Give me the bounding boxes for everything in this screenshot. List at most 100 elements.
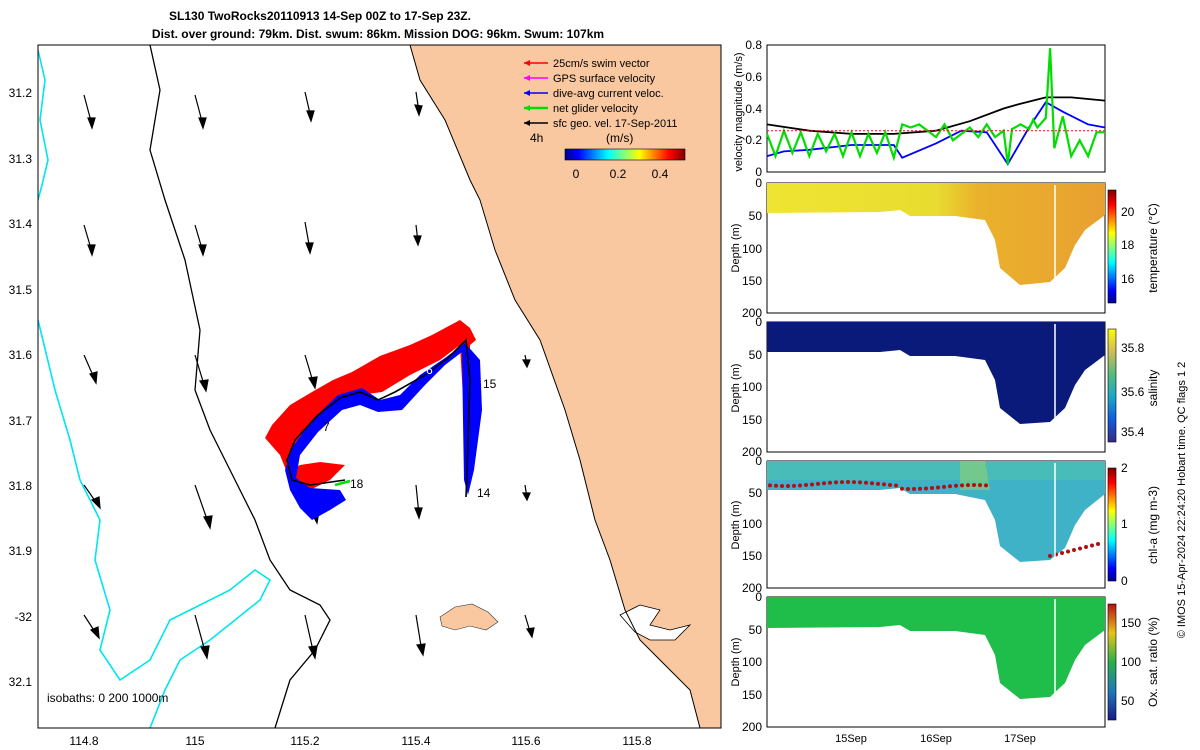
chla-dot xyxy=(954,483,958,488)
chla-dot xyxy=(852,480,856,485)
chla-dot xyxy=(888,482,892,487)
y-tick-label: 31.3 xyxy=(9,152,33,166)
chla-dot xyxy=(960,483,964,488)
time-x-ticks: 15Sep 16Sep 17Sep xyxy=(835,733,1036,745)
velocity-y-ticks: 0 0.2 0.4 0.6 0.8 xyxy=(745,38,762,179)
x-tick-label: 115.8 xyxy=(622,734,651,748)
y-tick-label: 31.2 xyxy=(9,86,33,100)
colorbar-tick: 35.6 xyxy=(1121,385,1145,399)
arrow-scale-label: 4h xyxy=(530,131,543,145)
current-vectors xyxy=(285,343,482,520)
chla-dot xyxy=(1072,548,1076,552)
geo-velocity-arrows xyxy=(83,91,535,660)
chla-dot xyxy=(816,481,820,486)
colorbar-tick: 2 xyxy=(1121,461,1128,475)
y-tick-label: 50 xyxy=(749,348,763,362)
x-tick-label: 16Sep xyxy=(920,733,952,745)
figure-title-line1: SL130 TwoRocks20110913 14-Sep 00Z to 17-… xyxy=(169,9,471,23)
isobath-0m xyxy=(409,45,701,728)
chla-dot xyxy=(906,486,910,491)
chla-dot xyxy=(870,481,874,486)
y-tick-label: 200 xyxy=(742,306,762,320)
island xyxy=(439,603,499,631)
legend-current-velocity: dive-avg current veloc. xyxy=(553,88,664,100)
temperature-field xyxy=(767,183,1105,285)
chla-dot xyxy=(876,481,880,486)
salinity-panel: 35.4 35.6 35.8 salinity xyxy=(766,321,1160,453)
legend-geo-velocity: sfc geo. vel. 17-Sep-2011 xyxy=(553,118,678,130)
colorbar-tick: 20 xyxy=(1121,205,1135,219)
chla-label: chl-a (mg m-3) xyxy=(1146,486,1160,564)
oxygen-label: Ox. sat. ratio (%) xyxy=(1146,617,1160,707)
chla-dot xyxy=(918,486,922,491)
colorbar-tick: 16 xyxy=(1121,272,1135,286)
chla-dot xyxy=(792,483,796,488)
colorbar-tick: 0 xyxy=(573,167,580,181)
colorbar-tick: 0 xyxy=(1121,574,1128,588)
y-tick-label: 0.2 xyxy=(745,133,762,147)
colorbar-tick: 35.8 xyxy=(1121,341,1145,355)
y-tick-label: 0 xyxy=(755,315,762,329)
chla-dot xyxy=(1090,543,1094,548)
y-tick-label: 150 xyxy=(742,549,762,563)
y-tick-label: 0 xyxy=(755,590,762,604)
chla-dot xyxy=(834,480,838,485)
chla-dot xyxy=(972,483,976,488)
velocity-series-line xyxy=(766,96,1106,135)
chla-dot xyxy=(1066,549,1070,554)
track-label: 7 xyxy=(323,420,330,434)
depth-label-oxygen: Depth (m) xyxy=(730,638,742,687)
temperature-label: temperature (°C) xyxy=(1146,203,1160,293)
chla-dot xyxy=(894,483,898,488)
isobaths-label: isobaths: 0 200 1000m xyxy=(47,691,168,705)
map-y-ticks: 31.2 31.3 31.4 31.5 31.6 31.7 31.8 31.9 … xyxy=(9,86,33,689)
x-tick-label: 115.2 xyxy=(290,734,319,748)
chla-dot xyxy=(810,482,814,487)
salinity-colorbar-ticks: 35.4 35.6 35.8 xyxy=(1121,341,1145,439)
salinity-colorbar xyxy=(1107,328,1117,443)
chla-colorbar-ticks: 0 1 2 xyxy=(1121,461,1128,588)
colorbar-tick: 100 xyxy=(1121,655,1141,669)
legend-swim-vector: 25cm/s swim vector xyxy=(553,58,650,70)
salinity-label: salinity xyxy=(1146,370,1160,407)
oxygen-field xyxy=(767,597,1105,699)
chla-dot xyxy=(978,483,982,488)
velocity-ylabel: velocity magnitude (m/s) xyxy=(733,52,745,171)
map-panel: 14 15 6 7 18 25cm/s swim vector GPS surf… xyxy=(9,44,722,748)
chla-dot xyxy=(924,486,928,491)
swim-vectors xyxy=(265,320,476,490)
x-tick-label: 115 xyxy=(185,734,204,748)
chla-dot xyxy=(948,484,952,489)
track-label: 14 xyxy=(477,486,491,500)
y-tick-label: 0.4 xyxy=(745,102,762,116)
chla-field xyxy=(767,461,1105,562)
oxygen-colorbar-ticks: 50 100 150 xyxy=(1121,616,1141,708)
y-tick-label: 0.8 xyxy=(745,38,762,52)
chla-dot xyxy=(804,483,808,488)
y-tick-label: 150 xyxy=(742,413,762,427)
credit-label: © IMOS 15-Apr-2024 22:24:20 Hobart time.… xyxy=(1176,362,1188,639)
y-tick-label: 200 xyxy=(742,720,762,734)
temperature-colorbar-ticks: 16 18 20 xyxy=(1121,205,1135,286)
legend-net-velocity: net glider velocity xyxy=(553,103,638,115)
chla-dot xyxy=(912,486,916,491)
y-tick-label: 150 xyxy=(742,688,762,702)
y-tick-label: 31.7 xyxy=(9,414,33,428)
map-frame xyxy=(37,44,722,729)
chla-dot xyxy=(936,485,940,490)
chla-dot xyxy=(1084,545,1088,549)
colorbar-tick: 35.4 xyxy=(1121,425,1145,439)
estuary xyxy=(619,604,692,641)
chla-dot xyxy=(966,483,970,488)
velocity-panel: 0 0.2 0.4 0.6 0.8 velocity magnitude (m/… xyxy=(733,38,1106,179)
chla-panel: 0 1 2 chl-a (mg m-3) xyxy=(766,460,1160,589)
temperature-colorbar xyxy=(1107,189,1117,304)
y-tick-label: 32.1 xyxy=(9,675,33,689)
glider-track xyxy=(286,338,471,498)
chla-dot xyxy=(900,486,904,491)
y-tick-label: 50 xyxy=(749,209,763,223)
chla-dot xyxy=(1096,542,1100,546)
y-tick-label: 0 xyxy=(755,165,762,179)
depth-label-salinity: Depth (m) xyxy=(730,364,742,413)
x-tick-label: 17Sep xyxy=(1004,733,1036,745)
